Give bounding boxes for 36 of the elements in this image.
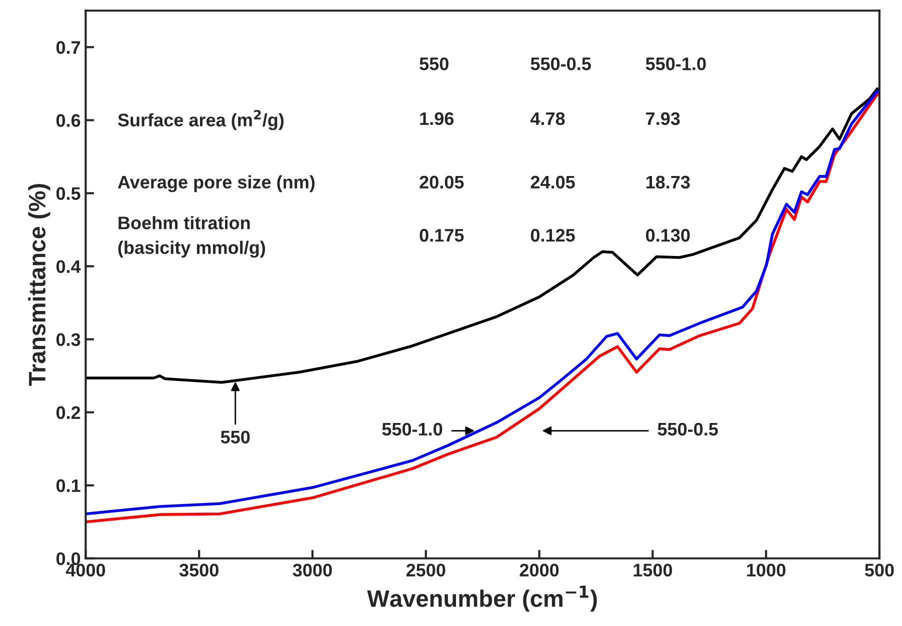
y-tick-label: 0.0	[56, 552, 80, 566]
annotation: 550-1.0	[382, 422, 442, 436]
y-tick-label: 0.3	[56, 333, 80, 346]
annotation: Boehm titration (basicity mmol/g)	[118, 216, 266, 258]
annotation: 4.78	[530, 112, 565, 126]
x-tick-label: 3000	[292, 564, 332, 577]
y-tick-label: 0.4	[56, 260, 81, 273]
x-tick-label: 3500	[179, 564, 218, 577]
annotation: 550-1.0	[646, 57, 706, 70]
y-tick-label: 0.7	[56, 41, 80, 54]
annotation: 20.05	[420, 176, 464, 189]
annotation: 0.175	[420, 228, 464, 242]
y-tick-label: 0.2	[56, 406, 80, 420]
x-tick-label: 500	[864, 564, 894, 577]
y-tick-label: 0.6	[56, 114, 80, 127]
annotation: 24.05	[530, 176, 575, 189]
annotation: 550	[220, 430, 250, 444]
annotation: 550-0.5	[658, 422, 718, 436]
annotation: Average pore size (nm)	[118, 175, 315, 192]
annotation: 18.73	[646, 176, 690, 189]
annotation: 0.130	[646, 228, 690, 242]
x-tick-label: 1500	[634, 564, 672, 577]
y-tick-label: 0.5	[56, 187, 80, 200]
annotation: Surface area (m$^{2}$/g)	[118, 110, 284, 130]
x-tick-label: 2000	[520, 564, 559, 577]
y-axis-title: Transmittance (%)	[28, 184, 50, 386]
annotation: 7.93	[646, 112, 680, 126]
x-tick-label: 1000	[747, 564, 786, 577]
x-tick-label: 4000	[66, 564, 106, 577]
annotation: 1.96	[420, 112, 454, 126]
annotation: 550-0.5	[530, 57, 591, 70]
x-axis-title: Wavenumber (cm$^{−1}$)	[367, 586, 597, 612]
annotation: 550	[420, 57, 448, 70]
annotation: 0.125	[530, 228, 575, 242]
y-tick-label: 0.1	[56, 479, 80, 492]
x-tick-label: 2500	[406, 564, 446, 577]
